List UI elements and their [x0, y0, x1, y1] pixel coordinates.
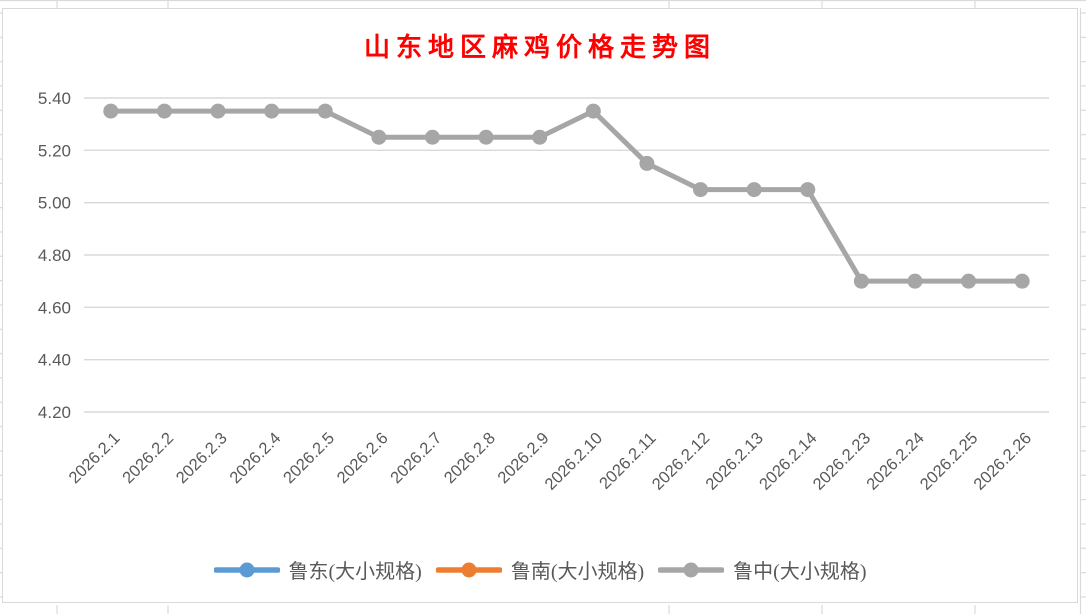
x-axis-label: 2026.2.3 — [173, 429, 231, 487]
x-axis-label: 2026.2.12 — [649, 429, 714, 494]
x-axis-label: 2026.2.4 — [226, 429, 284, 487]
x-axis-label: 2026.2.23 — [810, 429, 875, 494]
data-point-marker — [585, 103, 601, 119]
x-axis-label: 2026.2.8 — [441, 429, 499, 487]
chart-title: 山东地区麻鸡价格走势图 — [363, 33, 716, 62]
x-axis-label: 2026.2.2 — [119, 429, 177, 487]
data-point-marker — [1014, 273, 1030, 289]
legend-label: 鲁中(大小规格) — [733, 561, 867, 583]
data-point-marker — [156, 103, 172, 119]
y-axis-label: 5.00 — [38, 194, 71, 213]
data-point-marker — [478, 129, 494, 145]
data-point-marker — [532, 129, 548, 145]
x-axis-label: 2026.2.26 — [970, 429, 1035, 494]
legend-item-2[interactable]: 鲁中(大小规格) — [658, 555, 866, 584]
legend-item-1[interactable]: 鲁南(大小规格) — [435, 555, 645, 584]
y-axis-label: 5.40 — [38, 89, 71, 108]
legend-label: 鲁东(大小规格) — [288, 561, 422, 583]
data-point-marker — [639, 155, 655, 171]
data-point-marker — [264, 103, 280, 119]
x-axis-label: 2026.2.7 — [387, 429, 445, 487]
x-axis-label: 2026.2.1 — [65, 429, 123, 487]
legend-marker — [461, 562, 477, 577]
legend-marker — [239, 562, 254, 577]
data-point-marker — [424, 129, 440, 145]
x-axis-label: 2026.2.14 — [756, 429, 821, 494]
y-axis-label: 5.20 — [38, 141, 71, 160]
data-point-marker — [907, 273, 923, 289]
legend-line-marker-icon — [658, 562, 725, 577]
data-point-marker — [210, 103, 226, 119]
x-axis-label: 2026.2.6 — [334, 429, 392, 487]
legend[interactable]: 鲁东(大小规格) 鲁南(大小规格) 鲁中(大小规格) — [3, 555, 1077, 584]
legend-line-marker-icon — [435, 562, 502, 577]
data-point-marker — [693, 182, 709, 198]
legend-line-marker-icon — [213, 562, 280, 577]
data-point-marker — [317, 103, 333, 119]
y-axis-label: 4.80 — [38, 246, 71, 265]
x-axis-label: 2026.2.13 — [702, 429, 767, 494]
x-axis-label: 2026.2.5 — [280, 429, 338, 487]
data-point-marker — [961, 273, 977, 289]
series-polyline — [108, 108, 1025, 284]
x-axis-label: 2026.2.24 — [863, 429, 928, 494]
chart-area[interactable]: 山东地区麻鸡价格走势图 5.40 5.20 5.00 4.80 4.60 4.40 4.20… — [2, 8, 1078, 603]
legend-marker — [683, 562, 699, 577]
legend-item-0[interactable]: 鲁东(大小规格) — [213, 555, 422, 584]
series-line-鲁中(大小规格)[interactable] — [103, 103, 1030, 289]
data-point-marker — [853, 273, 869, 289]
x-axis-label: 2026.2.10 — [542, 429, 607, 494]
data-point-marker — [800, 182, 816, 198]
y-axis-label: 4.20 — [38, 403, 71, 422]
y-axis-label: 4.60 — [38, 298, 71, 317]
data-point-marker — [746, 182, 762, 198]
legend-label: 鲁南(大小规格) — [510, 561, 645, 583]
plot-svg: 5.405.205.004.804.604.404.202026.2.12026… — [38, 89, 1049, 494]
data-point-marker — [103, 103, 119, 119]
data-point-marker — [371, 129, 387, 145]
y-axis-label: 4.40 — [38, 351, 71, 370]
x-axis-label: 2026.2.25 — [917, 429, 982, 494]
